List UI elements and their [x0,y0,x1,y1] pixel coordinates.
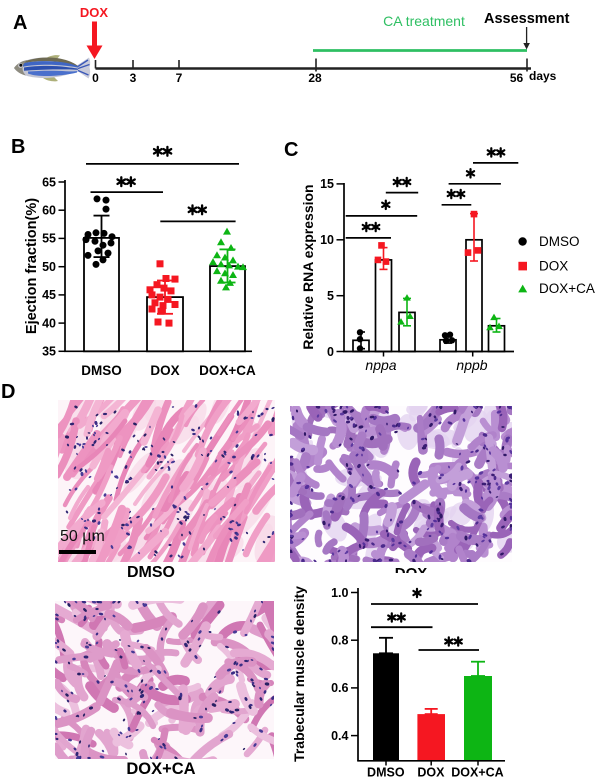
svg-text:DOX: DOX [150,363,179,378]
svg-text:0.8: 0.8 [331,634,348,648]
svg-text:nppa: nppa [365,357,396,373]
svg-text:0: 0 [92,71,99,85]
svg-text:DMSO: DMSO [539,234,580,249]
svg-text:0.4: 0.4 [331,729,348,743]
svg-text:DOX: DOX [395,565,428,573]
svg-text:DMSO: DMSO [367,766,405,780]
svg-text:DOX: DOX [417,766,445,780]
svg-text:DMSO: DMSO [81,363,122,378]
svg-text:60: 60 [42,204,56,218]
svg-text:65: 65 [42,175,56,189]
svg-text:DOX: DOX [539,259,568,274]
svg-text:Relative RNA expression: Relative RNA expression [300,184,316,349]
svg-text:5: 5 [327,289,334,303]
svg-text:B: B [11,136,25,158]
svg-text:45: 45 [42,288,56,302]
svg-text:1.0: 1.0 [331,586,348,600]
svg-text:7: 7 [176,71,183,85]
svg-text:10: 10 [320,233,334,247]
svg-text:Assessment: Assessment [484,11,570,27]
svg-text:C: C [284,139,298,161]
svg-text:28: 28 [308,71,322,85]
svg-text:56: 56 [510,71,524,85]
svg-text:0.6: 0.6 [331,681,348,695]
svg-text:CA treatment: CA treatment [383,13,465,29]
svg-text:Ejection fraction(%): Ejection fraction(%) [24,198,40,334]
svg-text:50: 50 [42,260,56,274]
svg-text:40: 40 [42,316,56,330]
svg-text:15: 15 [320,177,334,191]
svg-text:days: days [529,69,557,83]
svg-text:DOX: DOX [80,5,109,20]
svg-text:0: 0 [327,345,334,359]
svg-text:55: 55 [42,232,56,246]
svg-text:DOX+CA: DOX+CA [451,766,503,780]
svg-text:3: 3 [130,71,137,85]
svg-text:DOX+CA: DOX+CA [539,281,595,296]
svg-text:A: A [13,12,27,34]
svg-text:DOX+CA: DOX+CA [199,363,256,378]
svg-text:Trabecular muscle density: Trabecular muscle density [291,586,307,762]
svg-text:nppb: nppb [456,357,487,373]
svg-text:35: 35 [42,345,56,359]
